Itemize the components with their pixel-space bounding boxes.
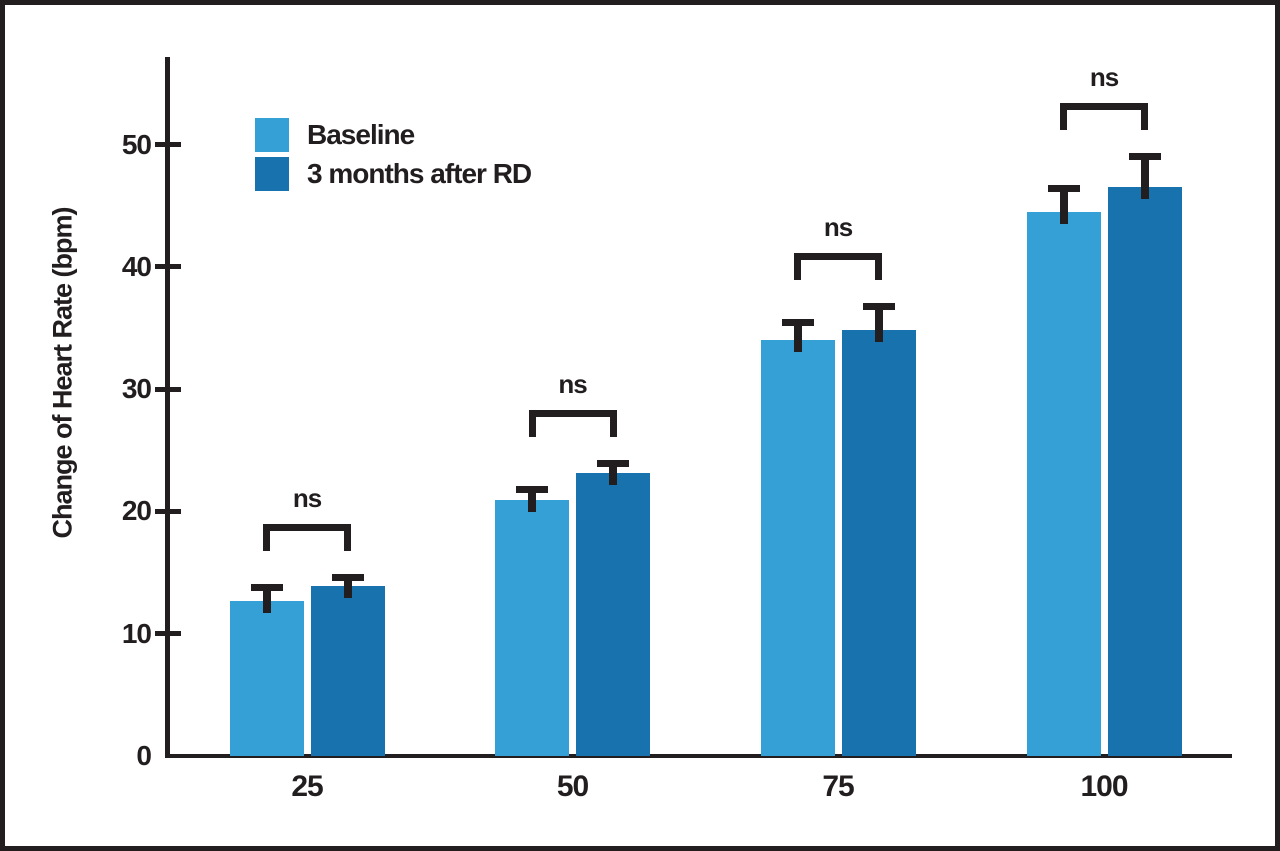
ns-label-25: ns [292,482,322,513]
bar-baseline-100 [1026,211,1101,756]
bar-baseline-25 [229,600,304,756]
bar-after-50 [576,473,650,756]
x-tick-label: 50 [556,770,589,803]
bar-after-25 [310,586,385,756]
error-bar-cap-after-100 [1128,153,1161,161]
y-tick-label: 40 [121,250,152,282]
bar-after-100 [1107,187,1182,756]
ns-bracket-right-leg-100 [1141,103,1148,131]
legend-swatch-baseline [255,118,289,152]
ns-bracket-bar-100 [1060,103,1148,111]
y-axis-tick [155,631,181,637]
ns-bracket-left-leg-50 [528,410,536,438]
error-bar-cap-baseline-25 [250,583,283,591]
legend-label-after-rd: 3 months after RD [307,158,532,189]
ns-bracket-bar-75 [794,253,882,261]
y-tick-label: 20 [121,495,152,527]
y-tick-label: 10 [121,617,152,649]
ns-bracket-right-leg-75 [875,253,882,281]
bar-baseline-75 [760,340,835,756]
error-bar-cap-baseline-75 [781,319,814,327]
y-axis-tick [155,142,181,147]
y-axis-tick [155,386,181,392]
error-bar-stem-after-75 [874,303,883,343]
ns-bracket-right-leg-50 [609,410,617,438]
ns-bracket-left-leg-75 [794,253,801,281]
error-bar-stem-after-25 [343,573,352,598]
error-bar-cap-after-50 [597,460,629,468]
y-axis-tick [155,508,181,514]
bar-baseline-50 [495,500,569,756]
ns-bracket-right-leg-25 [344,523,351,551]
x-tick-label: 75 [822,770,854,803]
y-tick-label: 0 [136,740,152,771]
error-bar-cap-baseline-50 [516,485,548,493]
ns-bracket-left-leg-25 [263,523,270,551]
legend-item-baseline: Baseline [255,118,415,152]
y-tick-label: 50 [121,128,152,160]
error-bar-stem-after-100 [1140,153,1149,200]
error-bar-cap-after-25 [331,573,364,581]
error-bar-cap-baseline-100 [1047,184,1080,192]
legend-label-baseline: Baseline [307,119,415,150]
x-tick-label: 25 [291,770,323,803]
x-axis-line [165,754,1232,758]
x-tick-label: 100 [1080,770,1128,803]
error-bar-stem-baseline-50 [528,485,536,513]
error-bar-cap-after-75 [862,303,895,311]
y-axis-tick [155,264,181,270]
error-bar-stem-baseline-75 [793,319,802,353]
legend-swatch-after-rd [255,157,289,191]
y-axis-line [165,57,170,758]
ns-bracket-left-leg-100 [1060,103,1067,131]
ns-bracket-bar-50 [528,410,617,418]
y-axis-title: Change of Heart Rate (bpm) [47,207,78,539]
ns-label-100: ns [1089,62,1119,93]
y-tick-label: 30 [121,373,152,405]
ns-label-50: ns [558,369,587,400]
bar-after-75 [841,330,916,756]
error-bar-stem-after-50 [609,460,617,486]
ns-bracket-bar-25 [263,523,351,531]
error-bar-stem-baseline-25 [262,583,271,613]
legend-item-after-rd: 3 months after RD [255,157,532,191]
ns-label-75: ns [823,212,853,243]
error-bar-stem-baseline-100 [1059,184,1068,224]
